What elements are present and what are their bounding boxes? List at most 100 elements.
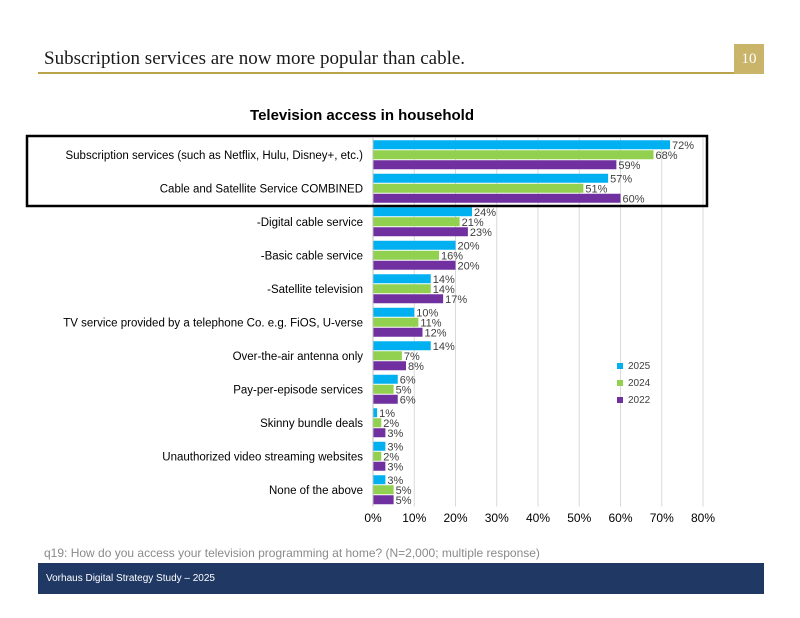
category-label: Skinny bundle deals bbox=[260, 418, 363, 430]
category-label: None of the above bbox=[269, 485, 363, 497]
bar-2025 bbox=[373, 274, 431, 284]
data-label: 24% bbox=[474, 207, 496, 219]
data-label: 2% bbox=[383, 418, 399, 430]
bar-2022 bbox=[373, 495, 394, 505]
x-tick-label: 80% bbox=[691, 511, 715, 525]
category-label: -Basic cable service bbox=[261, 250, 363, 262]
bar-2025 bbox=[373, 173, 609, 183]
slide-title: Subscription services are now more popul… bbox=[44, 48, 466, 69]
bar-2025 bbox=[373, 441, 386, 451]
bar-2022 bbox=[373, 294, 444, 304]
legend-label: 2022 bbox=[628, 395, 651, 406]
category-label: Cable and Satellite Service COMBINED bbox=[160, 183, 363, 195]
data-label: 5% bbox=[396, 485, 412, 497]
bar-2025 bbox=[373, 341, 431, 351]
legend-label: 2025 bbox=[628, 361, 651, 372]
legend-swatch-2024 bbox=[617, 380, 623, 386]
data-label: 68% bbox=[656, 150, 678, 162]
bar-2022 bbox=[373, 394, 398, 404]
bar-2022 bbox=[373, 327, 423, 337]
highlight-box bbox=[25, 134, 709, 208]
chart-title: Television access in household bbox=[250, 107, 474, 124]
data-label: 21% bbox=[462, 217, 484, 229]
category-label: Over-the-air antenna only bbox=[233, 351, 364, 363]
bar-2024 bbox=[373, 183, 584, 193]
data-label: 11% bbox=[420, 317, 441, 329]
data-label: 8% bbox=[408, 361, 424, 373]
bar-2024 bbox=[373, 317, 419, 327]
x-tick-label: 30% bbox=[485, 511, 509, 525]
title-divider bbox=[38, 72, 764, 74]
bar-2022 bbox=[373, 227, 468, 237]
bar-2022 bbox=[373, 428, 386, 438]
data-label: 6% bbox=[400, 394, 416, 406]
bar-2025 bbox=[373, 307, 415, 317]
data-label: 1% bbox=[379, 408, 395, 420]
category-label: -Satellite television bbox=[267, 284, 363, 296]
data-label: 5% bbox=[396, 384, 412, 396]
category-label: Unauthorized video streaming websites bbox=[162, 451, 363, 463]
data-label: 3% bbox=[387, 461, 403, 473]
bar-2022 bbox=[373, 193, 621, 203]
data-label: 12% bbox=[425, 327, 447, 339]
bar-2025 bbox=[373, 140, 670, 150]
bar-2024 bbox=[373, 284, 431, 294]
data-label: 7% bbox=[404, 351, 420, 363]
bar-2022 bbox=[373, 461, 386, 471]
category-label: TV service provided by a telephone Co. e… bbox=[63, 317, 363, 329]
footer-text: Vorhaus Digital Strategy Study – 2025 bbox=[46, 573, 215, 584]
bar-2024 bbox=[373, 217, 460, 227]
x-tick-label: 60% bbox=[608, 511, 632, 525]
legend-swatch-2022 bbox=[617, 397, 623, 403]
bar-2025 bbox=[373, 207, 472, 217]
bar-2025 bbox=[373, 374, 398, 384]
bar-2022 bbox=[373, 260, 456, 270]
bar-2024 bbox=[373, 384, 394, 394]
legend-label: 2024 bbox=[628, 378, 651, 389]
footer-bar: Vorhaus Digital Strategy Study – 2025 bbox=[38, 563, 764, 594]
x-tick-label: 20% bbox=[443, 511, 467, 525]
data-label: 6% bbox=[400, 374, 416, 386]
x-tick-label: 0% bbox=[364, 511, 382, 525]
bar-2024 bbox=[373, 351, 402, 361]
bar-chart: Television access in household 72%68% 59%… bbox=[25, 107, 715, 525]
category-label: Subscription services (such as Netflix, … bbox=[65, 150, 363, 162]
data-label: 20% bbox=[458, 240, 480, 252]
bar-2022 bbox=[373, 361, 406, 371]
data-label: 14% bbox=[433, 341, 455, 353]
bar-2024 bbox=[373, 418, 382, 428]
data-label: 23% bbox=[470, 227, 492, 239]
data-label: 10% bbox=[416, 307, 438, 319]
footnote: q19: How do you access your television p… bbox=[44, 546, 540, 560]
bar-2025 bbox=[373, 408, 378, 418]
bar-2025 bbox=[373, 240, 456, 250]
data-label: 59% bbox=[618, 160, 640, 172]
data-label: 60% bbox=[623, 193, 645, 205]
data-label: 2% bbox=[383, 451, 399, 463]
x-tick-label: 70% bbox=[650, 511, 674, 525]
bar-2022 bbox=[373, 160, 617, 170]
data-label: 17% bbox=[445, 294, 467, 306]
bar-2024 bbox=[373, 451, 382, 461]
data-label: 5% bbox=[396, 495, 412, 507]
x-tick-label: 40% bbox=[526, 511, 550, 525]
data-label: 72% bbox=[672, 140, 694, 152]
category-label: -Digital cable service bbox=[257, 217, 363, 229]
bar-2025 bbox=[373, 475, 386, 485]
data-label: 14% bbox=[433, 284, 455, 296]
bar-2024 bbox=[373, 485, 394, 495]
data-label: 16% bbox=[441, 250, 463, 262]
page-number: 10 bbox=[734, 44, 764, 74]
x-tick-label: 10% bbox=[402, 511, 426, 525]
x-tick-label: 50% bbox=[567, 511, 591, 525]
category-label: Pay-per-episode services bbox=[233, 384, 363, 396]
data-label: 57% bbox=[610, 173, 632, 185]
data-label: 3% bbox=[387, 475, 403, 487]
data-label: 20% bbox=[458, 260, 480, 272]
data-label: 3% bbox=[387, 441, 403, 453]
data-label: 51% bbox=[585, 183, 607, 195]
bar-2024 bbox=[373, 250, 439, 260]
data-label: 14% bbox=[433, 274, 455, 286]
bar-2024 bbox=[373, 150, 654, 160]
data-label: 3% bbox=[387, 428, 403, 440]
